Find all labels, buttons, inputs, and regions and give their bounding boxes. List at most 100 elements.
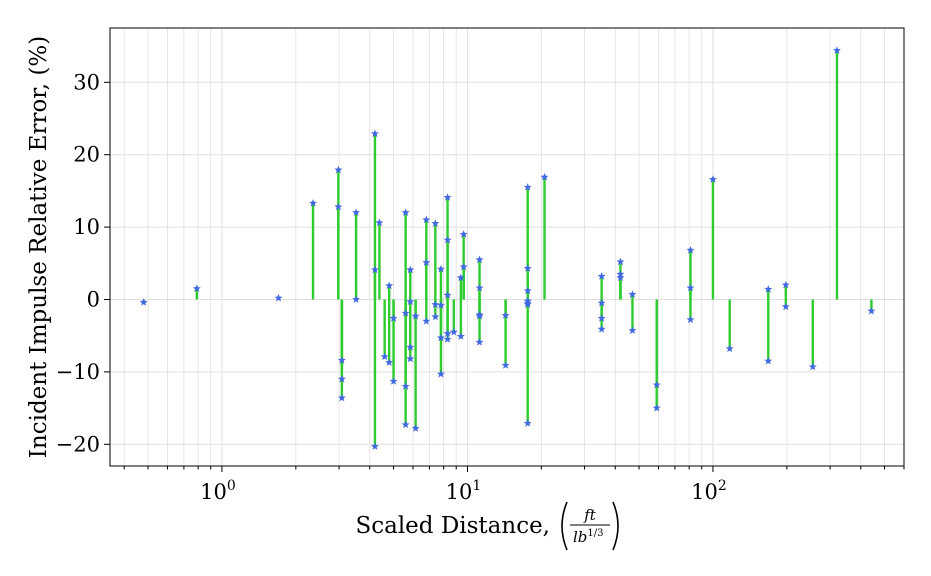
x-tick-label-exponent: 2 bbox=[718, 478, 727, 494]
star-marker bbox=[436, 369, 445, 378]
x-tick-label-base: 10 bbox=[691, 480, 718, 504]
star-marker bbox=[352, 208, 361, 217]
star-marker bbox=[597, 272, 606, 280]
star-marker bbox=[337, 374, 346, 383]
x-tick-label-exponent: 1 bbox=[472, 478, 481, 494]
plot-frame bbox=[109, 27, 905, 467]
star-marker bbox=[443, 193, 452, 201]
star-marker bbox=[422, 317, 431, 325]
star-marker bbox=[708, 175, 717, 183]
star-marker bbox=[436, 301, 445, 309]
x-tick-label-base: 10 bbox=[446, 480, 473, 504]
x-axis-label-unit-denominator-base: lb bbox=[573, 528, 587, 546]
star-marker bbox=[389, 377, 398, 385]
star-marker bbox=[449, 327, 458, 336]
x-tick-label: 100 bbox=[200, 478, 236, 504]
star-marker bbox=[406, 343, 415, 351]
star-marker bbox=[475, 338, 484, 346]
star-marker bbox=[436, 333, 445, 342]
star-marker bbox=[652, 403, 661, 412]
star-marker bbox=[422, 215, 431, 224]
star-marker bbox=[443, 290, 452, 299]
star-marker bbox=[309, 199, 318, 207]
star-marker bbox=[380, 352, 389, 361]
star-marker bbox=[456, 332, 465, 340]
star-marker bbox=[459, 262, 468, 271]
star-marker bbox=[523, 300, 532, 308]
star-marker bbox=[334, 165, 343, 174]
star-marker bbox=[475, 255, 484, 264]
x-tick-label: 102 bbox=[691, 478, 727, 504]
star-marker bbox=[406, 297, 415, 306]
star-marker bbox=[764, 285, 773, 293]
star-marker bbox=[139, 298, 148, 306]
star-marker bbox=[597, 324, 606, 333]
star-marker bbox=[456, 273, 465, 282]
star-marker bbox=[406, 265, 415, 274]
star-marker bbox=[385, 281, 394, 290]
star-marker bbox=[628, 290, 637, 298]
star-marker bbox=[523, 183, 532, 191]
x-axis-label: Scaled Distance, ft lb1/3 bbox=[355, 501, 619, 551]
star-marker bbox=[597, 314, 606, 322]
star-marker bbox=[501, 311, 510, 319]
star-marker bbox=[501, 361, 510, 369]
star-marker bbox=[352, 295, 361, 303]
star-marker bbox=[725, 344, 734, 353]
x-axis-label-text: Scaled Distance, bbox=[355, 513, 550, 539]
star-marker bbox=[370, 129, 379, 138]
star-marker bbox=[422, 258, 431, 266]
star-marker bbox=[523, 264, 532, 272]
y-tick-label: 0 bbox=[87, 287, 100, 311]
star-marker bbox=[686, 246, 695, 254]
star-marker bbox=[370, 265, 379, 274]
x-axis-label-paren-left bbox=[561, 501, 568, 551]
star-marker bbox=[652, 380, 661, 389]
star-marker bbox=[475, 311, 484, 320]
star-marker bbox=[334, 202, 343, 211]
star-marker bbox=[431, 312, 440, 321]
star-marker bbox=[523, 419, 532, 427]
x-axis-label-unit-denominator-exponent: 1/3 bbox=[587, 528, 603, 539]
x-tick-label-base: 10 bbox=[200, 480, 227, 504]
markers bbox=[139, 46, 876, 450]
star-marker bbox=[431, 300, 440, 308]
x-tick-label-exponent: 0 bbox=[227, 478, 236, 494]
star-marker bbox=[385, 358, 394, 366]
star-marker bbox=[616, 257, 625, 266]
y-tick-label: −10 bbox=[56, 360, 100, 384]
star-marker bbox=[436, 264, 445, 273]
star-marker bbox=[781, 280, 790, 289]
star-marker bbox=[401, 420, 410, 429]
star-marker bbox=[475, 283, 484, 292]
x-axis-label-unit-denominator: lb1/3 bbox=[573, 528, 604, 546]
star-marker bbox=[337, 356, 346, 364]
star-marker bbox=[443, 335, 452, 343]
star-marker bbox=[431, 219, 440, 227]
y-tick-label: 30 bbox=[73, 70, 100, 94]
star-marker bbox=[389, 314, 398, 322]
star-marker bbox=[401, 382, 410, 390]
star-marker bbox=[459, 230, 468, 238]
star-marker bbox=[764, 356, 773, 365]
y-tick-label: −20 bbox=[56, 432, 100, 456]
star-marker bbox=[401, 208, 410, 217]
star-marker bbox=[832, 46, 841, 54]
star-marker bbox=[867, 306, 876, 315]
x-axis-label-paren-right bbox=[612, 501, 619, 551]
x-axis-label-unit-numerator: ft bbox=[583, 506, 597, 524]
star-marker bbox=[337, 393, 346, 402]
star-marker bbox=[443, 235, 452, 244]
star-marker bbox=[616, 273, 625, 282]
y-tick-label: 10 bbox=[73, 215, 100, 239]
x-tick-label: 101 bbox=[446, 478, 482, 504]
star-marker bbox=[686, 315, 695, 324]
star-marker bbox=[443, 329, 452, 337]
y-axis-label: Incident Impulse Relative Error, (%) bbox=[26, 36, 52, 458]
star-marker bbox=[274, 293, 283, 302]
star-marker bbox=[401, 309, 410, 317]
star-marker bbox=[411, 424, 420, 432]
star-marker bbox=[540, 172, 549, 181]
